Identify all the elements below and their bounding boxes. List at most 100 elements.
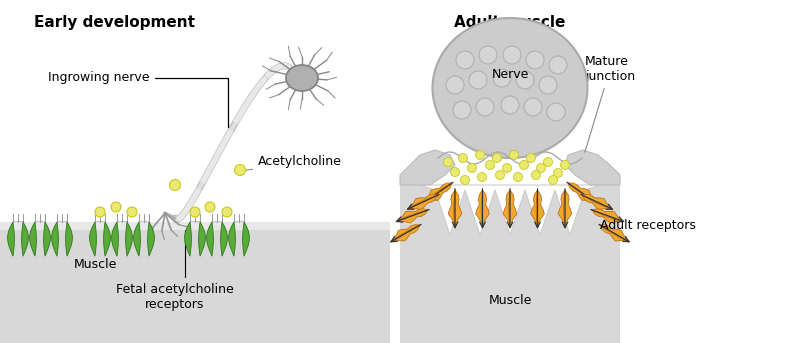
Polygon shape bbox=[530, 190, 539, 228]
Circle shape bbox=[453, 101, 471, 119]
Polygon shape bbox=[509, 190, 517, 228]
Circle shape bbox=[458, 154, 467, 163]
Polygon shape bbox=[476, 190, 484, 228]
Circle shape bbox=[524, 98, 542, 116]
Circle shape bbox=[543, 157, 553, 166]
Polygon shape bbox=[564, 190, 572, 228]
Circle shape bbox=[443, 157, 453, 166]
Polygon shape bbox=[148, 222, 154, 256]
Polygon shape bbox=[600, 225, 630, 242]
Polygon shape bbox=[396, 210, 428, 223]
Text: Muscle: Muscle bbox=[488, 294, 532, 307]
Polygon shape bbox=[44, 222, 50, 256]
Polygon shape bbox=[600, 225, 630, 242]
Polygon shape bbox=[221, 222, 227, 256]
Polygon shape bbox=[481, 190, 490, 228]
Circle shape bbox=[510, 151, 518, 159]
Circle shape bbox=[539, 76, 557, 94]
Circle shape bbox=[469, 71, 487, 89]
Circle shape bbox=[501, 96, 519, 114]
Text: Ingrowing nerve: Ingrowing nerve bbox=[48, 71, 228, 127]
Polygon shape bbox=[536, 190, 544, 228]
Circle shape bbox=[450, 167, 459, 177]
Text: Fetal acetylcholine
receptors: Fetal acetylcholine receptors bbox=[116, 230, 234, 311]
Polygon shape bbox=[407, 195, 438, 210]
Polygon shape bbox=[0, 222, 390, 343]
Ellipse shape bbox=[286, 65, 318, 91]
Polygon shape bbox=[104, 222, 110, 256]
Circle shape bbox=[554, 168, 562, 177]
Circle shape bbox=[549, 56, 567, 74]
Polygon shape bbox=[126, 222, 133, 256]
Circle shape bbox=[516, 71, 534, 89]
Polygon shape bbox=[390, 225, 420, 242]
Text: Early development: Early development bbox=[34, 15, 195, 30]
Text: Mature
junction: Mature junction bbox=[585, 55, 635, 152]
Polygon shape bbox=[503, 190, 511, 228]
Circle shape bbox=[476, 98, 494, 116]
Circle shape bbox=[495, 170, 505, 179]
Circle shape bbox=[127, 207, 137, 217]
Circle shape bbox=[478, 173, 486, 181]
Circle shape bbox=[234, 165, 246, 176]
Circle shape bbox=[519, 161, 529, 169]
Polygon shape bbox=[111, 222, 118, 256]
Circle shape bbox=[547, 103, 565, 121]
Circle shape bbox=[486, 161, 494, 169]
Polygon shape bbox=[592, 209, 624, 222]
Circle shape bbox=[526, 154, 535, 163]
Polygon shape bbox=[229, 222, 235, 256]
Circle shape bbox=[446, 76, 464, 94]
Polygon shape bbox=[424, 183, 452, 203]
Circle shape bbox=[111, 202, 121, 212]
Circle shape bbox=[537, 164, 546, 173]
Circle shape bbox=[503, 46, 521, 64]
Text: Muscle: Muscle bbox=[74, 259, 117, 272]
Circle shape bbox=[456, 51, 474, 69]
Polygon shape bbox=[424, 183, 452, 203]
Text: Nerve: Nerve bbox=[491, 69, 529, 82]
Polygon shape bbox=[420, 185, 600, 235]
Polygon shape bbox=[582, 194, 613, 210]
Circle shape bbox=[205, 202, 215, 212]
Polygon shape bbox=[30, 222, 36, 256]
Polygon shape bbox=[407, 194, 438, 210]
Polygon shape bbox=[568, 183, 596, 203]
Polygon shape bbox=[90, 222, 96, 256]
Circle shape bbox=[514, 173, 522, 181]
Circle shape bbox=[95, 207, 105, 217]
Text: Adult muscle: Adult muscle bbox=[454, 15, 566, 30]
Circle shape bbox=[461, 176, 470, 185]
Polygon shape bbox=[242, 222, 250, 256]
Polygon shape bbox=[51, 222, 58, 256]
Polygon shape bbox=[66, 222, 73, 256]
Circle shape bbox=[479, 46, 497, 64]
Circle shape bbox=[170, 179, 181, 190]
Polygon shape bbox=[7, 222, 14, 256]
Circle shape bbox=[502, 164, 511, 173]
Circle shape bbox=[549, 176, 558, 185]
Polygon shape bbox=[592, 210, 624, 223]
Polygon shape bbox=[198, 222, 206, 256]
Polygon shape bbox=[565, 150, 620, 185]
Polygon shape bbox=[454, 190, 462, 228]
Circle shape bbox=[475, 151, 485, 159]
Circle shape bbox=[190, 207, 200, 217]
Polygon shape bbox=[582, 195, 613, 210]
Polygon shape bbox=[185, 222, 191, 256]
Polygon shape bbox=[400, 150, 455, 185]
Polygon shape bbox=[22, 222, 29, 256]
Polygon shape bbox=[134, 222, 140, 256]
Circle shape bbox=[222, 207, 232, 217]
Circle shape bbox=[493, 69, 511, 87]
Polygon shape bbox=[390, 225, 420, 242]
Circle shape bbox=[561, 161, 570, 169]
Polygon shape bbox=[400, 185, 620, 343]
Circle shape bbox=[526, 51, 544, 69]
Polygon shape bbox=[568, 183, 596, 203]
Polygon shape bbox=[558, 190, 566, 228]
Circle shape bbox=[531, 170, 541, 179]
Circle shape bbox=[493, 154, 502, 163]
Text: Acetylcholine: Acetylcholine bbox=[244, 155, 342, 170]
Ellipse shape bbox=[433, 18, 587, 158]
